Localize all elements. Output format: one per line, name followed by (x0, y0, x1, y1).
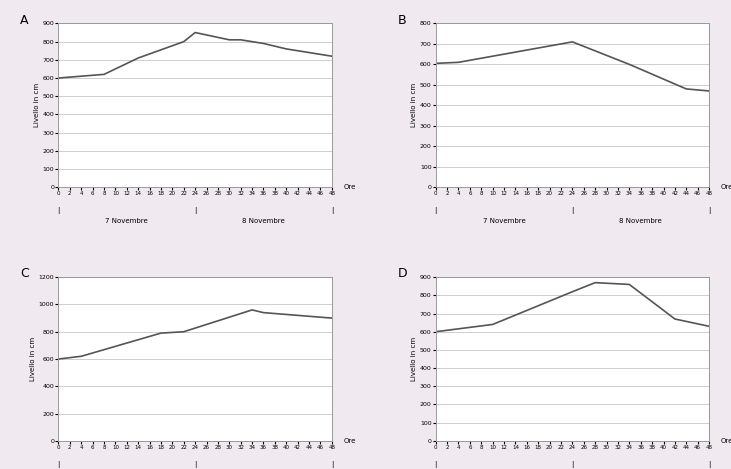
Text: |: | (330, 461, 333, 468)
Text: 7 Novembre: 7 Novembre (105, 218, 148, 224)
Text: B: B (398, 14, 406, 27)
Text: |: | (57, 461, 60, 468)
Text: |: | (330, 207, 333, 214)
Text: |: | (708, 461, 711, 468)
Text: |: | (194, 461, 197, 468)
Y-axis label: Livello in cm: Livello in cm (411, 337, 417, 381)
Text: |: | (57, 207, 60, 214)
Text: |: | (571, 461, 574, 468)
Text: |: | (194, 207, 197, 214)
Text: A: A (20, 14, 29, 27)
Text: |: | (434, 461, 437, 468)
Text: 8 Novembre: 8 Novembre (242, 218, 285, 224)
Y-axis label: Livello in cm: Livello in cm (34, 83, 39, 128)
Text: |: | (434, 207, 437, 214)
Y-axis label: Livello in cm: Livello in cm (30, 337, 36, 381)
Text: D: D (398, 267, 407, 280)
Text: |: | (571, 207, 574, 214)
Y-axis label: Livello in cm: Livello in cm (411, 83, 417, 128)
Text: 8 Novembre: 8 Novembre (619, 218, 662, 224)
Text: Ore: Ore (721, 184, 731, 190)
Text: 7 Novembre: 7 Novembre (482, 218, 526, 224)
Text: Ore: Ore (344, 438, 355, 444)
Text: C: C (20, 267, 29, 280)
Text: Ore: Ore (344, 184, 355, 190)
Text: Ore: Ore (721, 438, 731, 444)
Text: |: | (708, 207, 711, 214)
